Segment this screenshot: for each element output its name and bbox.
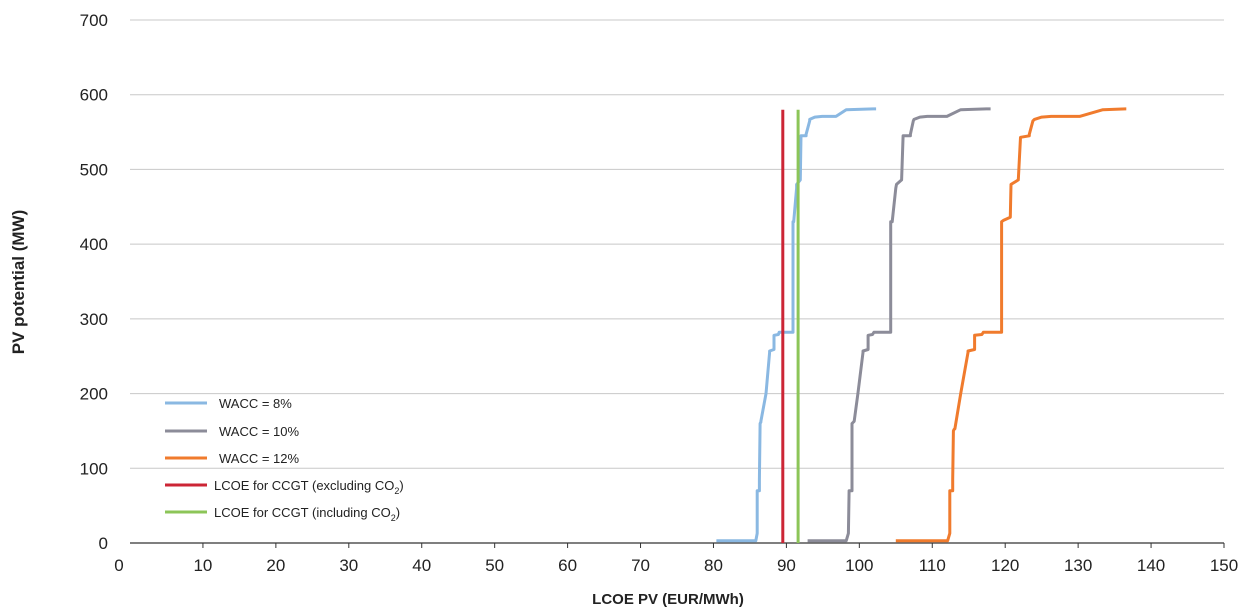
legend-label-suffix-4: ) xyxy=(399,478,403,493)
legend-label-5: LCOE for CCGT (including CO2) xyxy=(214,505,400,523)
x-tick-label-20: 20 xyxy=(266,556,285,575)
y-tick-label-700: 700 xyxy=(80,11,108,30)
x-tick-label-110: 110 xyxy=(919,556,946,575)
legend-label-text-1: WACC = 8% xyxy=(219,396,292,411)
y-tick-label-400: 400 xyxy=(80,235,108,254)
legend-label-text-3: WACC = 12% xyxy=(219,451,300,466)
x-tick-labels: 0 10 20 30 40 50 60 70 80 90 100 110 120 130 140 150 xyxy=(114,556,1238,575)
x-tick-label-50: 50 xyxy=(485,556,504,575)
legend-label-suffix-5: ) xyxy=(396,505,400,520)
legend-label-4: LCOE for CCGT (excluding CO2) xyxy=(214,478,404,496)
series-line-3 xyxy=(895,107,1127,543)
legend: WACC = 8% WACC = 10% WACC = 12% LCOE for CC… xyxy=(165,396,404,523)
y-tick-label-0: 0 xyxy=(99,534,108,553)
x-tick-label-90: 90 xyxy=(777,556,796,575)
x-tick-label-10: 10 xyxy=(193,556,212,575)
x-tick-label-130: 130 xyxy=(1064,556,1092,575)
x-tick-label-120: 120 xyxy=(991,556,1019,575)
x-tick-label-150: 150 xyxy=(1210,556,1238,575)
legend-label-3: WACC = 12% xyxy=(219,451,300,466)
legend-label-text-4: LCOE for CCGT (excluding CO xyxy=(214,478,394,493)
x-tick-label-70: 70 xyxy=(631,556,650,575)
x-tick-label-100: 100 xyxy=(845,556,873,575)
x-tick-label-80: 80 xyxy=(704,556,723,575)
legend-label-text-5: LCOE for CCGT (including CO xyxy=(214,505,391,520)
legend-label-subscript-5: 2 xyxy=(391,513,396,523)
x-tick-label-0: 0 xyxy=(114,556,123,575)
legend-label-text-2: WACC = 10% xyxy=(219,424,300,439)
x-tick-label-60: 60 xyxy=(558,556,577,575)
x-tick-label-40: 40 xyxy=(412,556,431,575)
legend-label-2: WACC = 10% xyxy=(219,424,300,439)
y-tick-labels: 0 100 200 300 400 500 600 700 xyxy=(80,11,108,553)
series-line-2 xyxy=(807,107,991,543)
y-tick-label-100: 100 xyxy=(80,459,108,478)
legend-label-subscript-4: 2 xyxy=(394,486,399,496)
legend-label-1: WACC = 8% xyxy=(219,396,292,411)
x-tick-label-30: 30 xyxy=(339,556,358,575)
y-tick-label-500: 500 xyxy=(80,160,108,179)
y-tick-label-200: 200 xyxy=(80,385,108,404)
y-tick-label-300: 300 xyxy=(80,310,108,329)
x-tick-label-140: 140 xyxy=(1137,556,1165,575)
y-tick-label-600: 600 xyxy=(80,86,108,105)
x-axis-title: LCOE PV (EUR/MWh) xyxy=(592,591,744,608)
series-line-1 xyxy=(716,107,877,543)
y-axis-title: PV potential (MW) xyxy=(9,210,28,354)
x-axis xyxy=(130,542,1225,548)
series-lines xyxy=(716,107,1127,543)
gridlines xyxy=(130,19,1224,469)
